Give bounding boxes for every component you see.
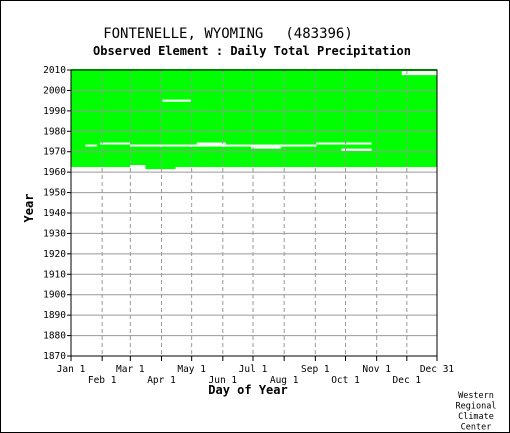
missing-data-gap — [100, 142, 131, 145]
x-tick-label: Feb 1 — [88, 375, 117, 386]
x-tick-label: Jul 1 — [239, 364, 268, 375]
x-tick-label: Oct 1 — [331, 375, 360, 386]
y-tick-label: 1870 — [43, 351, 66, 362]
y-tick-label: 1900 — [43, 290, 66, 301]
y-axis-label: Year — [22, 194, 36, 223]
x-tick-label: Dec 1 — [393, 375, 422, 386]
x-tick-label: Aug 1 — [270, 375, 299, 386]
missing-data-gap — [401, 71, 437, 74]
chart-subtitle: Observed Element : Daily Total Precipita… — [93, 44, 411, 58]
missing-data-gap — [130, 164, 146, 168]
y-tick-label: 1960 — [43, 167, 66, 178]
x-tick-label: Apr 1 — [147, 375, 176, 386]
missing-data-gap — [71, 167, 131, 170]
y-tick-label: 1980 — [43, 126, 66, 137]
credit-line: Climate — [458, 412, 494, 422]
missing-data-gap — [162, 99, 191, 102]
missing-data-gap — [250, 146, 282, 149]
missing-data-gap — [316, 142, 372, 145]
missing-data-gap — [401, 73, 437, 76]
x-axis-label: Day of Year — [208, 383, 287, 397]
x-tick-label: Sep 1 — [301, 364, 330, 375]
station-title: FONTENELLE, WYOMING (483396) — [103, 26, 353, 42]
y-tick-label: 1990 — [43, 106, 66, 117]
missing-data-gap — [130, 144, 317, 147]
y-tick-label: 2010 — [43, 65, 66, 76]
x-tick-label: Jun 1 — [209, 375, 238, 386]
missing-data-gap — [341, 148, 372, 151]
credit-line: Regional — [456, 402, 497, 412]
y-tick-label: 1940 — [43, 208, 66, 219]
x-tick-label: May 1 — [177, 364, 206, 375]
y-tick-label: 1910 — [43, 269, 66, 280]
y-tick-label: 1930 — [43, 228, 66, 239]
y-tick-label: 1970 — [43, 147, 66, 158]
station-name: FONTENELLE, WYOMING — [103, 26, 263, 42]
x-tick-label: Mar 1 — [116, 364, 145, 375]
station-id: (483396) — [285, 26, 352, 42]
x-tick-label: Dec 31 — [420, 364, 455, 375]
data-coverage-band — [71, 68, 437, 170]
missing-data-gap — [175, 167, 438, 170]
y-tick-label: 1920 — [43, 249, 66, 260]
y-tick-label: 2000 — [43, 85, 66, 96]
axes: 1870 1880 1890 1900 1910 1920 1930 1940 1950 1960… — [43, 65, 454, 386]
credit-line: Western — [458, 391, 494, 401]
x-tick-label: Jan 1 — [57, 364, 86, 375]
y-tick-label: 1880 — [43, 331, 66, 342]
credit-line: Center — [461, 423, 492, 433]
y-tick-label: 1950 — [43, 188, 66, 199]
missing-data-gap — [196, 142, 226, 145]
missing-data-gap — [130, 167, 146, 170]
x-tick-label: Nov 1 — [362, 364, 391, 375]
missing-data-gap — [85, 144, 98, 147]
y-tick-label: 1890 — [43, 310, 66, 321]
data-coverage — [71, 68, 438, 170]
